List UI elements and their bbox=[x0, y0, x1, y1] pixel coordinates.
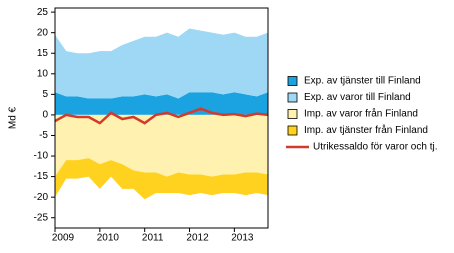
y-tick-label: 0 bbox=[42, 110, 48, 121]
x-tick-label: 2010 bbox=[97, 233, 120, 244]
y-tick-label: 10 bbox=[37, 68, 49, 79]
area bbox=[55, 114, 268, 177]
legend-swatch bbox=[287, 125, 298, 136]
y-tick-label: -20 bbox=[34, 192, 49, 203]
y-axis-label: Md € bbox=[8, 106, 19, 129]
y-tick-label: -5 bbox=[39, 130, 48, 141]
legend-label: Exp. av varor till Finland bbox=[304, 92, 411, 103]
area bbox=[55, 158, 268, 200]
y-tick-label: 15 bbox=[37, 48, 49, 59]
legend-swatch bbox=[287, 76, 298, 86]
y-tick-label: -25 bbox=[34, 212, 49, 223]
legend-swatch bbox=[287, 109, 298, 119]
area bbox=[55, 28, 268, 99]
legend-swatch bbox=[287, 92, 298, 103]
legend-label: Exp. av tjänster till Finland bbox=[304, 76, 421, 87]
area bbox=[55, 92, 268, 115]
legend-label: Imp. av varor från Finland bbox=[304, 108, 418, 120]
y-tick-label: 5 bbox=[42, 89, 48, 100]
x-tick-label: 2011 bbox=[142, 233, 164, 244]
y-tick-label: 25 bbox=[37, 7, 49, 18]
line bbox=[54, 107, 269, 125]
legend-label: Utrikessaldo för varor och tj. bbox=[313, 142, 438, 153]
plot-frame bbox=[54, 7, 269, 229]
y-tick-label: 20 bbox=[37, 27, 49, 38]
legend-label: Imp. av tjänster från Finland bbox=[304, 124, 428, 136]
x-tick-label: 2012 bbox=[186, 233, 209, 244]
x-tick-label: 2013 bbox=[231, 233, 254, 244]
y-tick-label: -10 bbox=[34, 151, 49, 162]
x-tick-label: 2009 bbox=[52, 233, 75, 244]
y-tick-label: -15 bbox=[34, 171, 49, 182]
